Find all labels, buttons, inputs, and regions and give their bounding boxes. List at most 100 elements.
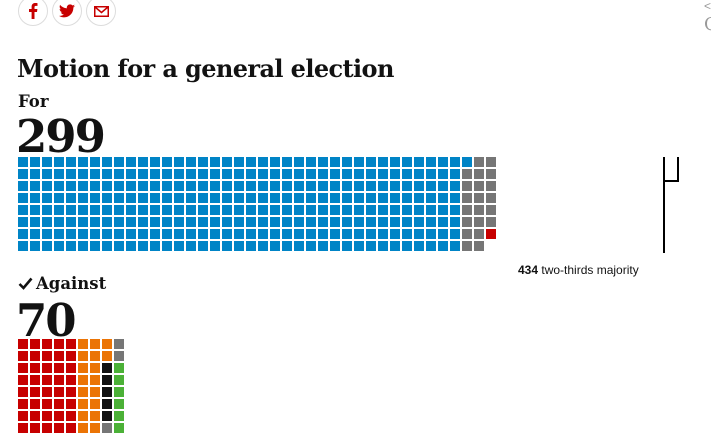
seat-cell (354, 241, 364, 251)
seat-cell (258, 217, 268, 227)
seat-cell (366, 169, 376, 179)
seat-cell (330, 181, 340, 191)
seat-cell (186, 241, 196, 251)
seat-cell (114, 375, 124, 385)
seat-cell (30, 181, 40, 191)
email-share-button[interactable] (86, 0, 116, 26)
seat-cell (258, 193, 268, 203)
seat-cell (30, 205, 40, 215)
seat-cell (138, 193, 148, 203)
seat-cell (198, 217, 208, 227)
seat-cell (186, 157, 196, 167)
seat-cell (54, 229, 64, 239)
seat-cell (78, 387, 88, 397)
seat-cell (306, 217, 316, 227)
seat-cell (234, 169, 244, 179)
seat-cell (114, 351, 124, 361)
seat-cell (90, 387, 100, 397)
seat-cell (126, 169, 136, 179)
seat-cell (66, 399, 76, 409)
seat-cell (78, 241, 88, 251)
seat-cell (222, 157, 232, 167)
against-label-row: Against (18, 274, 106, 293)
seat-cell (318, 169, 328, 179)
seat-cell (318, 157, 328, 167)
seat-cell (282, 181, 292, 191)
seat-cell (426, 241, 436, 251)
seat-cell (402, 157, 412, 167)
seat-cell (78, 193, 88, 203)
seat-cell (474, 217, 484, 227)
seat-cell (54, 241, 64, 251)
seat-cell (186, 193, 196, 203)
seat-cell (138, 241, 148, 251)
seat-cell (102, 375, 112, 385)
seat-cell (138, 157, 148, 167)
seat-cell (174, 193, 184, 203)
seat-cell (78, 351, 88, 361)
seat-cell (258, 205, 268, 215)
seat-cell (270, 181, 280, 191)
seat-cell (66, 351, 76, 361)
seat-cell (102, 169, 112, 179)
seat-cell (102, 339, 112, 349)
seat-cell (486, 169, 496, 179)
for-label: For (18, 92, 49, 111)
seat-cell (174, 241, 184, 251)
seat-cell (402, 169, 412, 179)
seat-cell (42, 375, 52, 385)
seat-cell (414, 157, 424, 167)
seat-cell (246, 193, 256, 203)
seat-cell (54, 339, 64, 349)
seat-cell (258, 169, 268, 179)
seat-cell (54, 169, 64, 179)
facebook-share-button[interactable] (18, 0, 48, 26)
seat-cell (54, 411, 64, 421)
seat-cell (30, 363, 40, 373)
seat-cell (246, 205, 256, 215)
seat-cell (270, 217, 280, 227)
seat-cell (18, 387, 28, 397)
majority-text: two-thirds majority (541, 263, 639, 277)
seat-cell (462, 217, 472, 227)
seat-cell (210, 217, 220, 227)
seat-cell (426, 181, 436, 191)
seat-cell (54, 217, 64, 227)
edge-arrow-glyph: < (704, 0, 711, 13)
seat-cell (486, 157, 496, 167)
seat-cell (210, 241, 220, 251)
seat-cell (210, 229, 220, 239)
seat-cell (282, 205, 292, 215)
seat-cell (234, 217, 244, 227)
seat-cell (90, 181, 100, 191)
seat-cell (42, 351, 52, 361)
seat-cell (474, 157, 484, 167)
seat-cell (90, 375, 100, 385)
seat-cell (54, 399, 64, 409)
seat-cell (18, 351, 28, 361)
seat-cell (66, 363, 76, 373)
seat-cell (306, 157, 316, 167)
seat-cell (390, 205, 400, 215)
seat-cell (42, 387, 52, 397)
seat-cell (450, 229, 460, 239)
seat-cell (162, 241, 172, 251)
twitter-share-button[interactable] (52, 0, 82, 26)
seat-cell (330, 241, 340, 251)
seat-cell (198, 169, 208, 179)
seat-cell (114, 229, 124, 239)
seat-cell (474, 241, 484, 251)
seat-cell (54, 193, 64, 203)
seat-cell (402, 241, 412, 251)
majority-line-horizontal (665, 180, 679, 182)
seat-cell (342, 169, 352, 179)
seat-cell (282, 229, 292, 239)
seat-cell (342, 229, 352, 239)
for-seat-grid (18, 157, 496, 253)
seat-cell (210, 205, 220, 215)
edge-letter-glyph: C (704, 14, 711, 35)
seat-cell (126, 193, 136, 203)
seat-cell (306, 241, 316, 251)
seat-cell (414, 205, 424, 215)
seat-cell (222, 205, 232, 215)
